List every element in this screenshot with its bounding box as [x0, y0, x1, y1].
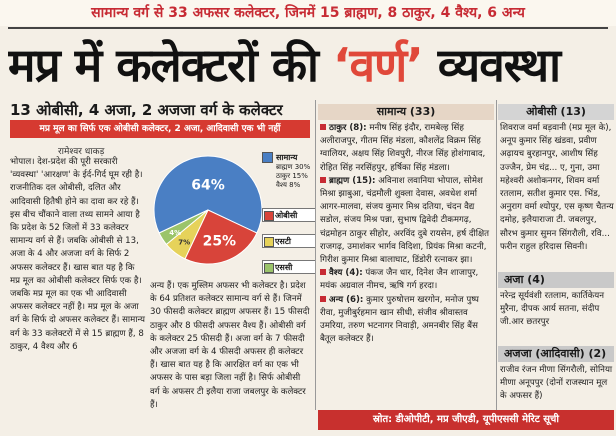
- general-entry-label: अन्य (6):: [329, 294, 364, 305]
- st-list: राजीव रंजन मीणा सिंगरौली, सोनिया मीणा अन…: [500, 364, 614, 408]
- pie-label-obc: 25%: [203, 234, 237, 250]
- general-entry-text: मनीष सिंह इंदौर, रामबेल्ह सिंह अलीराजपुर…: [320, 123, 486, 173]
- legend-item-obc: ओबीसी: [262, 208, 316, 222]
- legend-label-obc: ओबीसी: [275, 211, 298, 220]
- headline-accent: ‘वर्ण’: [333, 38, 424, 92]
- general-entry-text: पंकज जैन धार, दिनेश जैन शाजापुर, मयंक अग…: [320, 268, 479, 292]
- general-entry: वैश्य (4): पंकज जैन धार, दिनेश जैन शाजाप…: [320, 267, 492, 293]
- pie-label-general: 64%: [191, 178, 225, 194]
- general-entry: ब्राह्मण (15): अविनाश लवानिया भोपाल, सोम…: [320, 175, 492, 267]
- general-list: ठाकुर (8): मनीष सिंह इंदौर, रामबेल्ह सिं…: [320, 122, 492, 408]
- pie-chart: 64% 25% 7% 4%: [150, 150, 300, 270]
- legend-swatch-general: [262, 152, 273, 163]
- st-text: राजीव रंजन मीणा सिंगरौली, सोनिया मीणा अन…: [500, 365, 613, 402]
- top-summary-bar: सामान्य वर्ग से 33 अफसर कलेक्टर, जिनमें …: [0, 0, 616, 26]
- general-entry-label: ठाकुर (8):: [329, 123, 367, 133]
- general-entry-text: कुमार पुरुषोत्तम खरगोन, मनोज पुष्प रीवा,…: [320, 294, 479, 345]
- pie-label-sc: 4%: [169, 229, 181, 237]
- legend-item-sc: एससी: [262, 260, 316, 274]
- legend-label-general: सामान्य: [276, 153, 298, 162]
- legend-swatch-sc: [264, 263, 274, 273]
- red-band: मप्र मूल का सिर्फ एक ओबीसी कलेक्टर, 2 अज…: [10, 120, 310, 138]
- headline-part2: व्यवस्था: [422, 38, 561, 92]
- pie-label-st: 7%: [178, 239, 190, 247]
- general-entry-text: अविनाश लवानिया भोपाल, सोमेश मिश्रा झाबुआ…: [320, 175, 490, 266]
- obc-header: ओबीसी (13): [498, 104, 614, 120]
- general-entry-label: ब्राह्मण (15):: [329, 175, 376, 186]
- pie-slice-sc: [158, 209, 209, 246]
- legend-item-general: सामान्य ब्राह्मण 30% ठाकुर 15% वैश्य 8%: [262, 152, 310, 190]
- middle-column-text: अन्य हैं। एक मुस्लिम अफसर भी कलेक्टर है।…: [150, 281, 310, 410]
- pie-svg: 64% 25% 7% 4%: [153, 155, 263, 265]
- general-entry-label: वैश्य (4):: [329, 268, 363, 279]
- column-divider: [496, 100, 497, 410]
- sc-text: नरेन्द्र सूर्यवंशी रतलाम, कार्तिकेयन मुर…: [500, 291, 604, 328]
- bullet-icon: [320, 176, 326, 183]
- legend-item-st: एसटी: [262, 234, 316, 248]
- headline-part1: मप्र में कलेक्टरों की: [8, 38, 333, 92]
- headline: मप्र में कलेक्टरों की ‘वर्ण’ व्यवस्था: [8, 36, 608, 94]
- legend-breakdown-brahmin: ब्राह्मण 30%: [276, 163, 311, 171]
- subheading: 13 ओबीसी, 4 अजा, 2 अजजा वर्ग के कलेक्टर: [10, 101, 283, 119]
- general-entry: अन्य (6): कुमार पुरुषोत्तम खरगोन, मनोज प…: [320, 294, 492, 347]
- sc-header: अजा (4): [498, 272, 614, 288]
- legend-swatch-st: [264, 237, 274, 247]
- legend-breakdown-vaishya: वैश्य 8%: [276, 181, 301, 189]
- byline: रामेश्वर धाकड़: [58, 147, 105, 157]
- st-header: अजजा (आदिवासी) (2): [498, 346, 614, 362]
- pie-slice-general: [153, 155, 263, 234]
- left-column: भोपाल। देश-प्रदेश की पूरी सरकारी 'व्यवस्…: [10, 156, 146, 426]
- bullet-icon: [320, 269, 326, 276]
- bullet-icon: [320, 124, 326, 130]
- legend-swatch-obc: [264, 211, 274, 221]
- pie-slice-obc: [184, 209, 258, 265]
- bullet-icon: [320, 295, 326, 302]
- source-bar: स्रोत: डीओपीटी, मप्र जीएडी, यूपीएससी मेर…: [318, 410, 614, 430]
- sc-list: नरेन्द्र सूर्यवंशी रतलाम, कार्तिकेयन मुर…: [500, 290, 614, 344]
- obc-list: शिवराज वर्मा बड़वानी (मप्र मूल के), अनूप…: [500, 122, 614, 270]
- legend-breakdown-thakur: ठाकुर 15%: [276, 172, 308, 180]
- left-column-text: भोपाल। देश-प्रदेश की पूरी सरकारी 'व्यवस्…: [10, 157, 145, 352]
- obc-text: शिवराज वर्मा बड़वानी (मप्र मूल के), अनूप…: [500, 123, 614, 252]
- legend-label-sc: एससी: [275, 263, 293, 272]
- chart-legend: सामान्य ब्राह्मण 30% ठाकुर 15% वैश्य 8% …: [262, 150, 318, 280]
- general-entry: ठाकुर (8): मनीष सिंह इंदौर, रामबेल्ह सिं…: [320, 122, 492, 175]
- legend-label-st: एसटी: [275, 237, 291, 246]
- column-divider: [315, 100, 316, 410]
- middle-column: अन्य हैं। एक मुस्लिम अफसर भी कलेक्टर है।…: [150, 280, 312, 430]
- general-header: सामान्य (33): [318, 104, 494, 120]
- top-rule: [8, 27, 608, 29]
